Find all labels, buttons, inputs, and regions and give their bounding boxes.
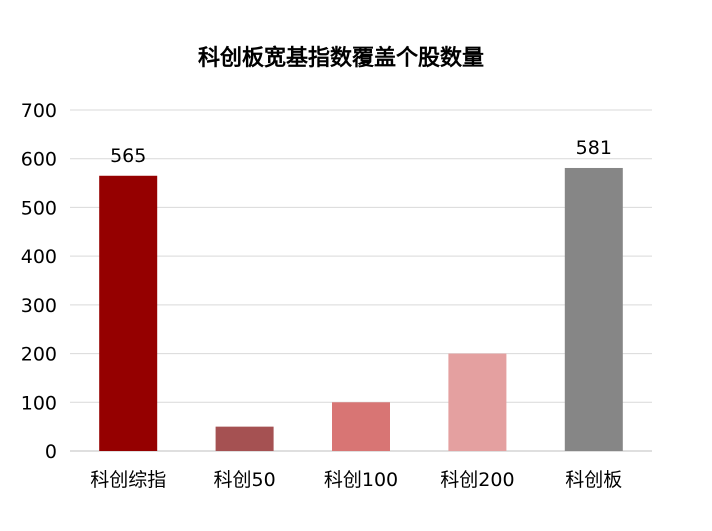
y-tick-label-200: 200 (21, 344, 57, 366)
bar-2 (332, 402, 390, 451)
x-tick-label-4: 科创板 (565, 469, 622, 491)
y-tick-label-600: 600 (21, 149, 57, 171)
data-label-0: 565 (110, 145, 146, 167)
x-tick-label-2: 科创100 (324, 469, 398, 491)
y-tick-label-700: 700 (21, 100, 57, 122)
chart-title: 科创板宽基指数覆盖个股数量 (197, 46, 484, 71)
data-label-4: 581 (576, 137, 612, 159)
bar-0 (99, 175, 158, 451)
x-tick-label-1: 科创50 (214, 469, 276, 491)
bar-1 (215, 426, 274, 451)
y-tick-label-100: 100 (21, 392, 57, 414)
y-tick-label-500: 500 (21, 197, 57, 219)
y-tick-label-400: 400 (21, 246, 57, 268)
bar-4 (564, 167, 623, 451)
y-tick-label-0: 0 (45, 441, 57, 463)
y-tick-label-300: 300 (21, 295, 57, 317)
x-tick-label-3: 科创200 (440, 469, 514, 491)
x-tick-label-0: 科创综指 (90, 469, 166, 491)
bar-3 (448, 353, 507, 451)
